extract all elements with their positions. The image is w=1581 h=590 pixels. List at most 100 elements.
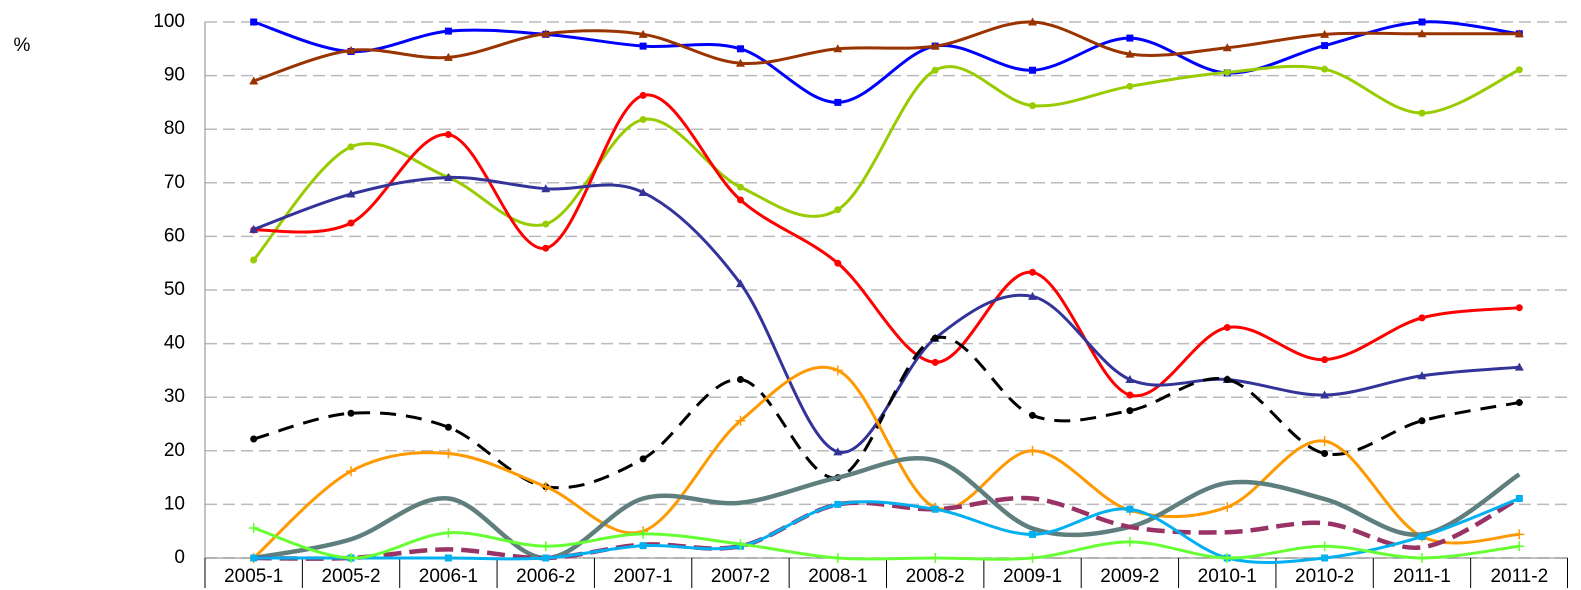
series-line (253, 495, 1521, 561)
x-tick-label: 2008-1 (808, 566, 867, 587)
x-tick-label: 2005-1 (224, 566, 283, 587)
y-tick-label: 100 (153, 11, 185, 32)
marker (638, 528, 649, 539)
y-tick-label: 70 (164, 172, 185, 193)
marker (443, 448, 454, 459)
marker (1223, 324, 1231, 332)
marker (1222, 43, 1232, 52)
marker (1418, 314, 1426, 322)
marker (931, 358, 939, 366)
marker (444, 27, 452, 35)
marker (1027, 553, 1038, 563)
marker (347, 143, 355, 151)
marker (1320, 29, 1330, 38)
marker (1126, 505, 1134, 513)
marker (1418, 109, 1426, 117)
marker (540, 481, 551, 492)
marker (1321, 449, 1329, 457)
marker (1514, 29, 1524, 38)
x-tick-label: 2006-2 (516, 566, 575, 587)
x-tick-label: 2011-1 (1393, 566, 1451, 587)
marker (1029, 530, 1037, 538)
marker (1515, 495, 1523, 503)
marker (250, 435, 258, 443)
marker (541, 184, 551, 193)
y-tick-label: 10 (164, 493, 185, 514)
x-tick-label: 2009-2 (1100, 566, 1159, 587)
marker (735, 539, 746, 550)
marker (250, 554, 258, 562)
marker (1223, 68, 1231, 76)
marker (346, 45, 356, 54)
marker (1321, 42, 1329, 50)
marker (1320, 390, 1330, 399)
marker (347, 409, 355, 417)
marker (1222, 502, 1233, 513)
marker (1418, 533, 1426, 541)
marker (832, 553, 843, 563)
series-line (253, 335, 1520, 490)
marker (639, 116, 647, 124)
series-line (253, 93, 1520, 398)
marker (540, 541, 551, 552)
marker (1417, 371, 1427, 380)
marker (832, 365, 843, 376)
marker (834, 259, 842, 267)
marker (1321, 356, 1329, 364)
marker (1125, 375, 1135, 384)
y-tick-label: 40 (164, 333, 185, 354)
marker (541, 29, 551, 38)
y-tick-label: 80 (164, 118, 185, 139)
marker (931, 334, 939, 342)
marker (735, 279, 745, 288)
marker (639, 42, 647, 50)
x-tick-label: 2007-2 (711, 566, 770, 587)
marker (1029, 268, 1037, 276)
marker (1126, 407, 1134, 415)
marker (1126, 82, 1134, 90)
marker (736, 196, 744, 204)
marker (249, 224, 259, 233)
x-tick-label: 2007-1 (614, 566, 673, 587)
marker (1222, 553, 1233, 563)
marker (639, 91, 647, 99)
series-line (253, 20, 1520, 104)
y-tick-label: 60 (164, 225, 185, 246)
marker (834, 206, 842, 214)
marker (542, 554, 550, 562)
x-tick-label: 2010-2 (1295, 566, 1354, 587)
marker (1126, 34, 1134, 42)
marker (638, 29, 648, 38)
x-tick-label: 2008-2 (906, 566, 965, 587)
marker (1515, 66, 1523, 74)
series-line (252, 64, 1520, 261)
marker (930, 41, 940, 50)
marker (931, 66, 939, 74)
series-line (252, 365, 1520, 560)
marker (346, 466, 357, 477)
marker (444, 423, 452, 431)
y-tick-label: 20 (164, 440, 185, 461)
marker (736, 45, 744, 53)
marker (1514, 541, 1525, 552)
x-tick-label: 2009-1 (1003, 566, 1062, 587)
marker (1321, 554, 1329, 562)
marker (833, 447, 843, 456)
series-line (253, 497, 1520, 565)
marker (1418, 417, 1426, 425)
marker (250, 18, 258, 26)
marker (1223, 376, 1231, 384)
marker (638, 187, 648, 196)
marker (639, 542, 647, 550)
marker (1515, 304, 1523, 312)
series-line (253, 456, 1521, 561)
marker (1125, 49, 1135, 58)
marker (833, 44, 843, 53)
marker (1514, 529, 1525, 540)
series-line (253, 175, 1520, 454)
marker (443, 527, 454, 538)
y-tick-label: 90 (164, 65, 185, 86)
marker (735, 58, 745, 67)
